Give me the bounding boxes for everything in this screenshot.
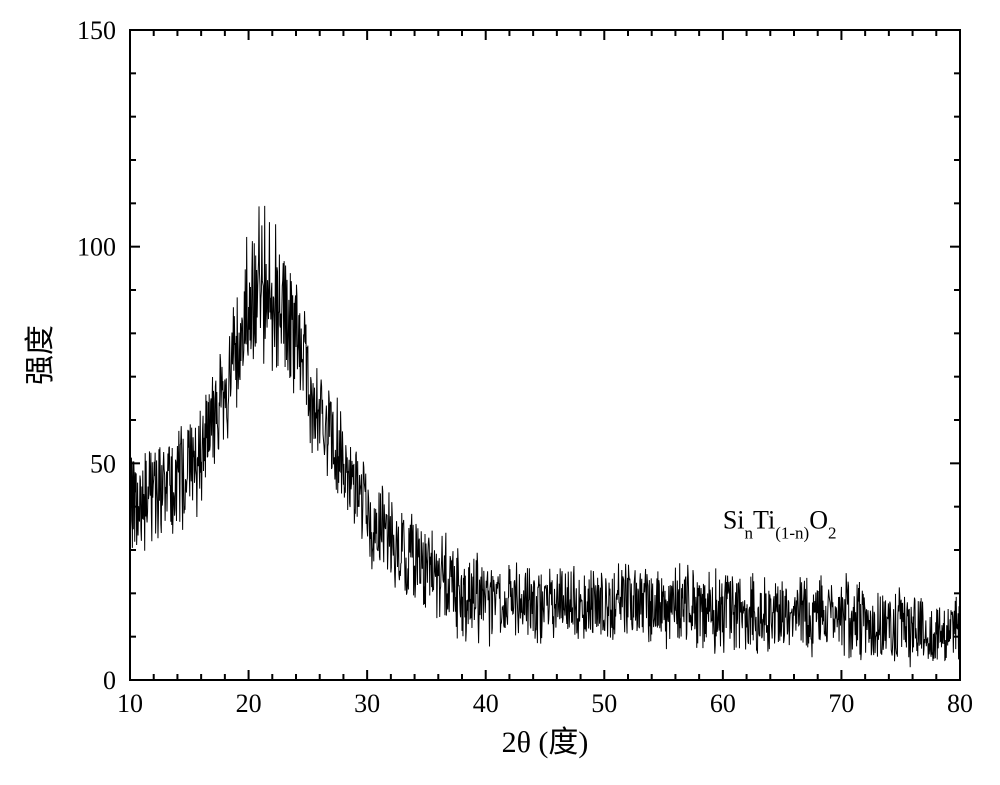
svg-text:50: 50 — [90, 449, 116, 478]
svg-text:30: 30 — [354, 689, 380, 718]
svg-text:70: 70 — [828, 689, 854, 718]
svg-text:100: 100 — [77, 233, 116, 262]
svg-text:60: 60 — [710, 689, 736, 718]
svg-text:10: 10 — [117, 689, 143, 718]
svg-text:40: 40 — [473, 689, 499, 718]
svg-text:SinTi(1-n)O2: SinTi(1-n)O2 — [723, 505, 837, 542]
svg-text:强度: 强度 — [24, 325, 57, 385]
svg-text:80: 80 — [947, 689, 973, 718]
svg-text:20: 20 — [236, 689, 262, 718]
svg-text:50: 50 — [591, 689, 617, 718]
svg-text:2θ (度): 2θ (度) — [502, 726, 589, 759]
svg-text:0: 0 — [103, 666, 116, 695]
svg-text:150: 150 — [77, 16, 116, 45]
chart-svg: 10 20 30 40 50 60 70 80 0 50 100 150 2θ (度) 强度 SinTi(1… — [0, 0, 1000, 780]
xrd-chart: 10 20 30 40 50 60 70 80 0 50 100 150 2θ (度) 强度 SinTi(1… — [0, 0, 1000, 780]
